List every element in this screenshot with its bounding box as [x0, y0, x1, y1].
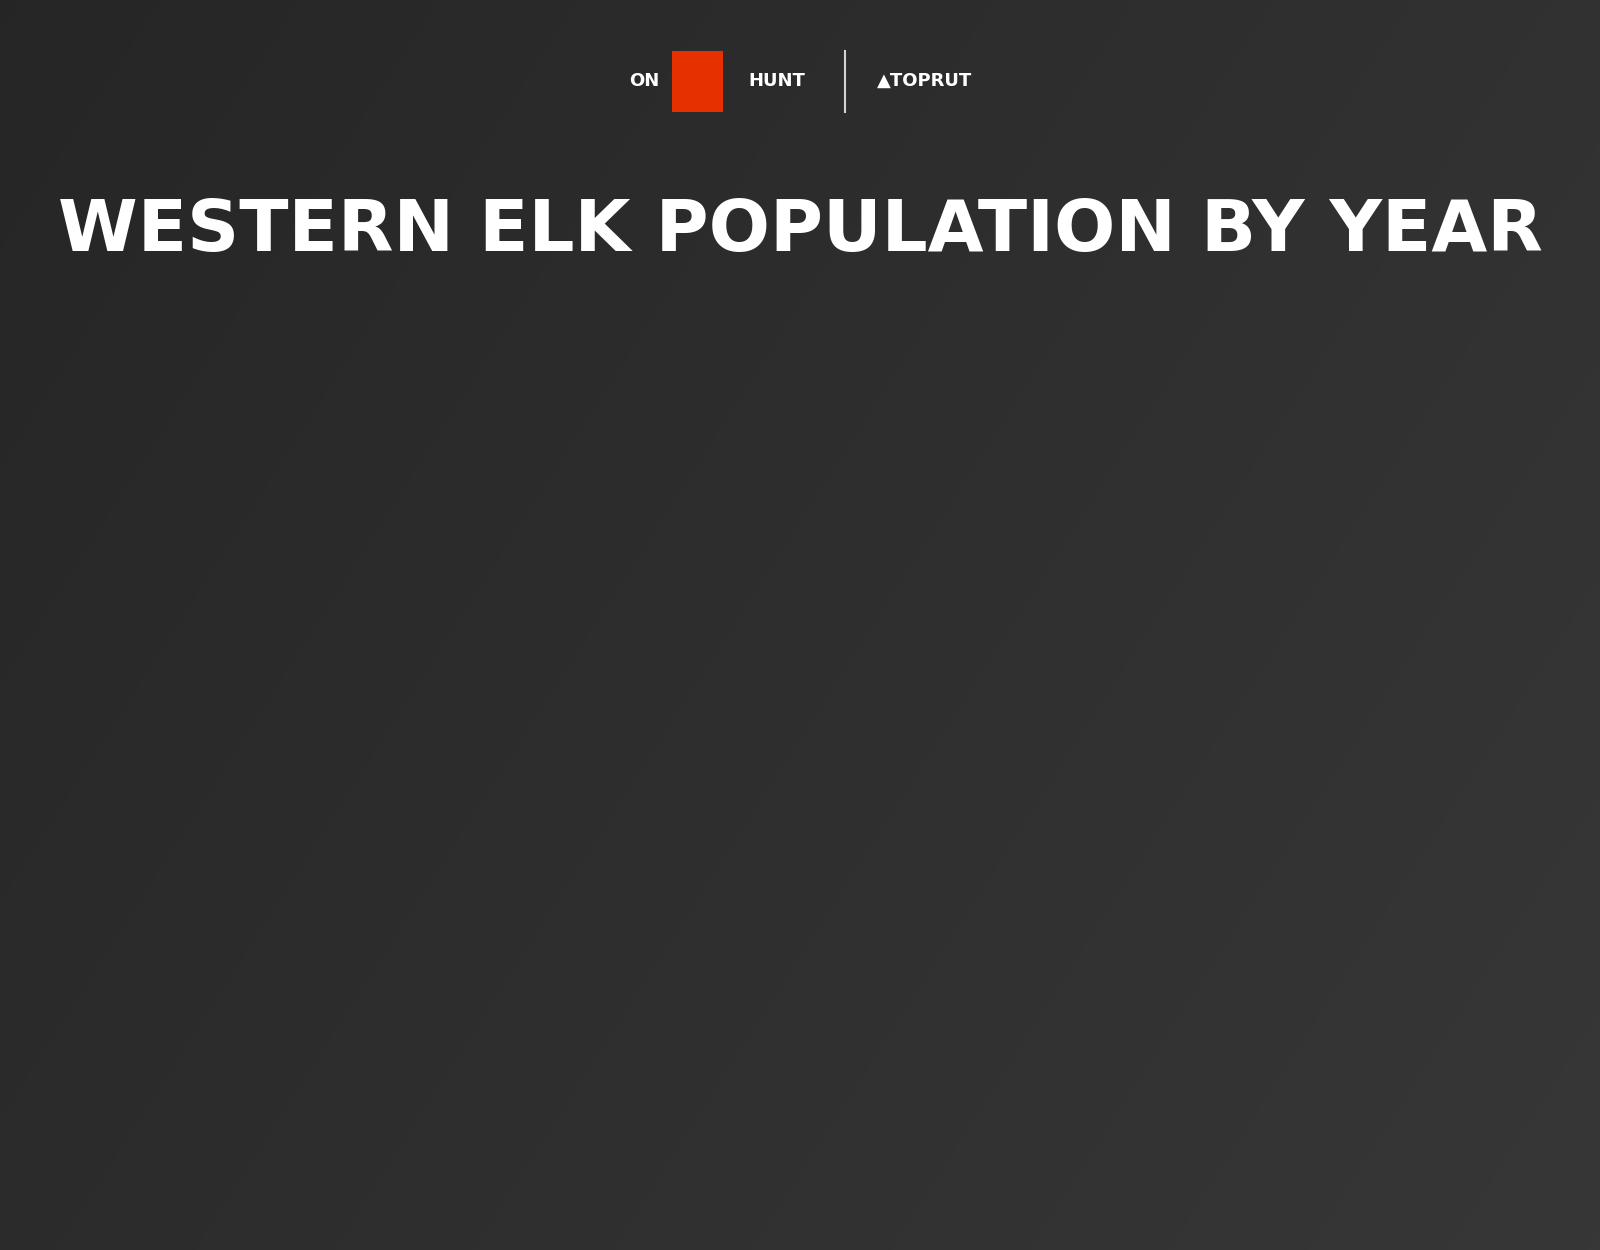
Bar [318, 532, 477, 1250]
Text: 818,623: 818,623 [1290, 485, 1403, 509]
Text: 781,270: 781,270 [658, 560, 771, 584]
Bar [635, 530, 794, 1250]
Bar [1267, 454, 1426, 1250]
Text: 808,832: 808,832 [973, 505, 1086, 529]
Text: 780,075: 780,075 [341, 562, 454, 586]
Text: HUNT: HUNT [749, 72, 806, 90]
Bar [950, 474, 1109, 1250]
FancyBboxPatch shape [672, 50, 723, 111]
Text: ▲TOPRUT: ▲TOPRUT [877, 72, 973, 90]
Text: WESTERN ELK POPULATION BY YEAR: WESTERN ELK POPULATION BY YEAR [58, 196, 1542, 266]
X-axis label: YEAR: YEAR [830, 1149, 914, 1176]
Y-axis label: WESTERN ELK POPULATION: WESTERN ELK POPULATION [48, 532, 72, 918]
Text: X: X [691, 72, 704, 90]
Text: ON: ON [629, 72, 659, 90]
